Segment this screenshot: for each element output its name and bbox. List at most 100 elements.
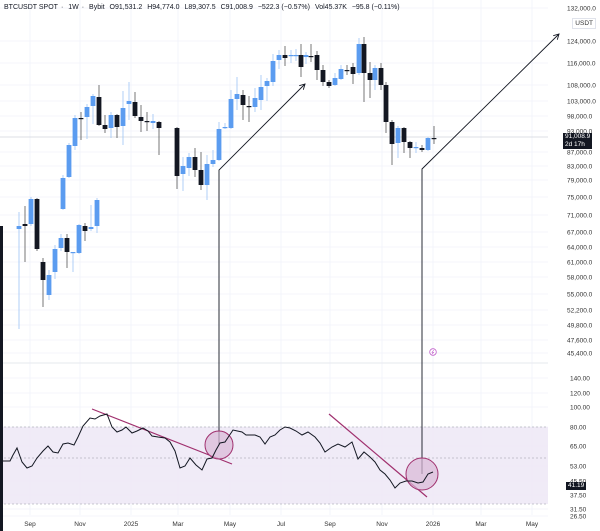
current-price-tag: 91,008.9 2d 17h bbox=[563, 133, 593, 149]
ohlc-close: C91,008.9 bbox=[220, 4, 253, 11]
candle-down bbox=[383, 85, 389, 122]
price-tick-label: 71,000.0 bbox=[567, 213, 593, 220]
interval[interactable]: 1W bbox=[68, 4, 79, 11]
arrow-head-2-icon[interactable] bbox=[553, 33, 560, 40]
rsi-tick-label: 100.00 bbox=[570, 405, 590, 412]
arrow-head-1-icon[interactable] bbox=[299, 83, 306, 90]
currency-label[interactable]: USDT bbox=[572, 18, 596, 29]
candle-down bbox=[344, 70, 350, 72]
arrow-path-1[interactable] bbox=[218, 83, 306, 445]
symbol-name[interactable]: BTCUSDT SPOT bbox=[4, 4, 58, 11]
candle-down bbox=[361, 44, 367, 73]
current-price-value: 91,008.9 bbox=[565, 133, 591, 140]
rsi-tick-label: 65.00 bbox=[570, 444, 587, 451]
candle-up bbox=[288, 55, 294, 57]
candle-up bbox=[46, 275, 52, 295]
price-tick-label: 79,000.0 bbox=[567, 178, 593, 185]
candle-down bbox=[367, 73, 373, 80]
price-change: −522.3 (−0.57%) bbox=[257, 4, 310, 11]
ohlc-open: O91,531.2 bbox=[109, 4, 143, 11]
candle-up bbox=[338, 69, 344, 79]
time-tick-label: Nov bbox=[376, 521, 388, 528]
candle-down bbox=[96, 97, 102, 125]
candle-down bbox=[82, 226, 88, 231]
price-tick-label: 116,000.0 bbox=[567, 61, 596, 68]
time-tick-label: 2025 bbox=[124, 521, 139, 528]
rsi-band-lines bbox=[0, 426, 548, 505]
ohlc-high: H94,774.0 bbox=[147, 4, 180, 11]
price-tick-label: 98,000.0 bbox=[567, 114, 593, 121]
arrow-path-2[interactable] bbox=[421, 33, 560, 474]
rsi-tick-label: 31.50 bbox=[570, 507, 587, 514]
candle-up bbox=[293, 55, 299, 57]
left-edge-bar bbox=[0, 226, 3, 531]
candle-up bbox=[150, 121, 156, 123]
candle-up bbox=[180, 166, 186, 174]
candle-up bbox=[60, 178, 66, 209]
candle-up bbox=[66, 145, 72, 177]
candle-down bbox=[34, 199, 40, 249]
candle-down bbox=[22, 224, 28, 226]
price-tick-label: 55,000.0 bbox=[567, 292, 593, 299]
candle-up bbox=[234, 94, 240, 99]
time-tick-label: Sep bbox=[24, 521, 36, 528]
price-tick-label: 45,400.0 bbox=[567, 351, 593, 358]
candle-up bbox=[264, 81, 270, 86]
time-tick-label: Mar bbox=[172, 521, 184, 528]
candle-down bbox=[407, 142, 413, 148]
time-axis-ticks: Sep Nov 2025 Mar May Jul Sep Nov 2026 Mar May bbox=[24, 521, 539, 528]
candle-down bbox=[431, 138, 437, 140]
exchange: Bybit bbox=[89, 4, 105, 11]
price-tick-label: 124,000.0 bbox=[567, 39, 596, 46]
candle-down bbox=[419, 148, 425, 150]
candle-up bbox=[425, 138, 431, 150]
candle-up bbox=[16, 226, 22, 229]
price-tick-label: 64,000.0 bbox=[567, 245, 593, 252]
price-tick-label: 103,000.0 bbox=[567, 99, 596, 106]
candle-down bbox=[144, 121, 150, 123]
candle-down bbox=[198, 170, 204, 185]
candle-up bbox=[72, 118, 78, 146]
candle-up bbox=[258, 87, 264, 100]
candle-down bbox=[156, 122, 162, 128]
candle-up bbox=[252, 98, 258, 107]
time-tick-label: 2026 bbox=[426, 521, 441, 528]
price-tick-label: 93,000.0 bbox=[567, 129, 593, 136]
candle-down bbox=[132, 102, 138, 116]
rsi-overbought-oversold-band bbox=[0, 427, 548, 504]
candle-down bbox=[240, 95, 246, 105]
rsi-value-tag: 41.19 bbox=[566, 482, 587, 490]
time-tick-label: May bbox=[224, 521, 237, 528]
breakout-circle-2[interactable] bbox=[405, 457, 439, 491]
candle-up bbox=[210, 160, 216, 164]
ghost-feed-icon[interactable] bbox=[429, 348, 437, 356]
candlestick-series bbox=[16, 37, 437, 329]
candle-up bbox=[372, 68, 378, 80]
candle-up bbox=[395, 128, 401, 143]
rsi-tick-label: 37.50 bbox=[570, 493, 587, 500]
candle-down bbox=[314, 55, 320, 70]
rsi-tick-label: 80.00 bbox=[570, 425, 587, 432]
candle-up bbox=[52, 249, 58, 272]
price-tick-label: 58,000.0 bbox=[567, 275, 593, 282]
candle-up bbox=[276, 55, 282, 60]
candle-up bbox=[94, 200, 100, 226]
candle-down bbox=[308, 56, 314, 58]
candle-down bbox=[138, 117, 144, 121]
time-tick-label: Mar bbox=[475, 521, 487, 528]
candle-up bbox=[413, 147, 419, 149]
candle-up bbox=[108, 115, 114, 128]
candle-up bbox=[90, 96, 96, 106]
price-tick-label: 87,000.0 bbox=[567, 150, 593, 157]
candle-up bbox=[216, 129, 222, 160]
candle-up bbox=[70, 252, 76, 254]
candle-down bbox=[389, 122, 395, 144]
time-tick-label: Sep bbox=[324, 521, 336, 528]
drawing-annotations[interactable] bbox=[91, 33, 560, 498]
candle-up bbox=[303, 55, 309, 57]
symbol-legend: BTCUSDT SPOT · 1W · Bybit O91,531.2 H94,77… bbox=[4, 4, 400, 11]
time-tick-label: Jul bbox=[277, 521, 286, 528]
time-tick-label: Nov bbox=[74, 521, 86, 528]
candle-up bbox=[204, 164, 210, 185]
